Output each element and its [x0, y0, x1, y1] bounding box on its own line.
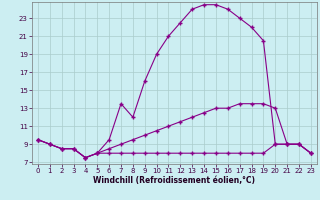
- X-axis label: Windchill (Refroidissement éolien,°C): Windchill (Refroidissement éolien,°C): [93, 176, 255, 185]
